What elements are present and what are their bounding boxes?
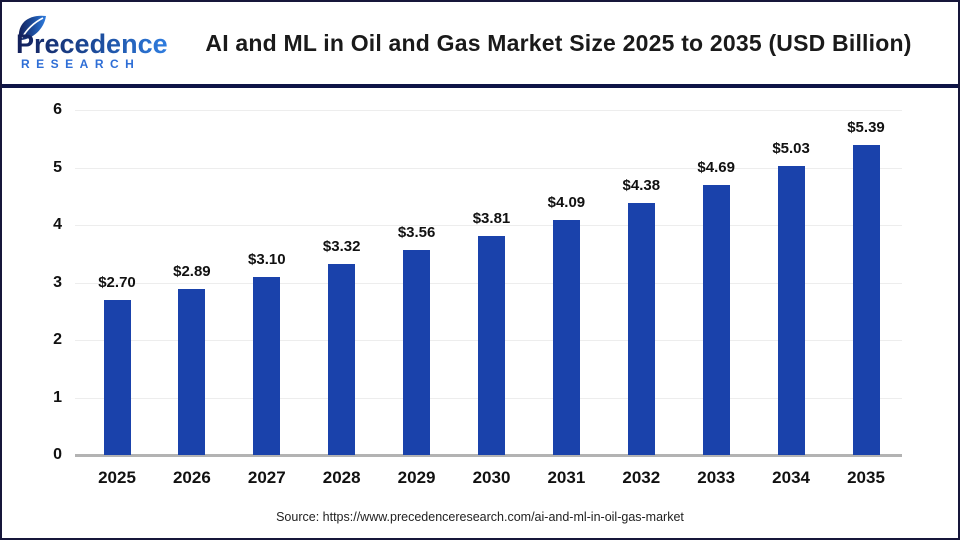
bar-2027	[253, 276, 281, 455]
x-axis-category-label: 2030	[472, 468, 511, 487]
leaf-vein	[21, 16, 44, 38]
chart-header: Precedence RESEARCH AI and ML in Oil and…	[2, 2, 958, 84]
gridline	[75, 110, 902, 111]
logo-subtext: RESEARCH	[21, 57, 140, 70]
y-axis-tick-label: 3	[53, 273, 62, 291]
leaf-icon	[18, 15, 46, 40]
bar-2029	[403, 250, 431, 455]
x-axis-category-label: 2028	[322, 468, 361, 487]
x-axis-category-label: 2034	[772, 468, 810, 487]
source-text: Source: https://www.precedenceresearch.c…	[276, 510, 684, 524]
bar-chart: Source: https://www.precedenceresearch.c…	[2, 88, 958, 538]
bar-2032	[627, 203, 655, 455]
x-axis-category-label: 2025	[98, 468, 136, 487]
x-axis-category-label: 2026	[172, 468, 211, 487]
logo-graphic: Precedence RESEARCH	[16, 15, 168, 71]
bar-value-label: $3.81	[472, 209, 511, 227]
header-divider	[2, 84, 958, 88]
bar-value-label: $3.32	[322, 238, 361, 256]
x-axis-category-label: 2035	[847, 468, 885, 487]
bar-2025	[103, 299, 131, 455]
bar-value-label: $5.39	[847, 119, 885, 137]
bar-value-label: $2.89	[173, 262, 211, 280]
y-axis-tick-label: 6	[53, 101, 62, 118]
y-axis-tick-label: 5	[53, 158, 62, 176]
x-axis-category-label: 2031	[547, 468, 586, 487]
bar-2035	[852, 145, 880, 455]
precedence-research-logo: Precedence RESEARCH	[2, 12, 189, 75]
gridline	[75, 167, 902, 169]
chart-title: AI and ML in Oil and Gas Market Size 202…	[205, 29, 912, 56]
y-axis-tick-label: 1	[53, 388, 62, 406]
bar-value-label: $5.03	[772, 139, 810, 157]
y-axis-tick-label: 4	[53, 216, 62, 233]
bar-2031	[552, 219, 580, 455]
y-axis-tick-label: 0	[53, 446, 62, 463]
x-axis-category-label: 2032	[622, 468, 661, 487]
bar-value-label: $2.70	[98, 273, 136, 291]
bar-value-label: $4.38	[622, 177, 661, 195]
x-axis-category-label: 2033	[697, 468, 736, 487]
x-axis-category-label: 2027	[247, 468, 286, 487]
bar-value-label: $3.10	[248, 250, 286, 268]
gridline	[75, 225, 902, 226]
bar-2034	[777, 165, 805, 455]
bar-2026	[178, 288, 206, 455]
bar-value-label: $4.69	[697, 159, 735, 177]
y-axis-tick-label: 2	[53, 331, 62, 348]
bar-2028	[328, 264, 356, 455]
bar-2030	[478, 235, 505, 455]
x-axis-line	[75, 454, 902, 457]
logo-text: Precedence	[16, 29, 168, 59]
bar-2033	[702, 185, 730, 455]
x-axis-category-label: 2029	[397, 468, 436, 487]
bar-value-label: $4.09	[547, 193, 586, 211]
bar-value-label: $3.56	[397, 224, 436, 242]
